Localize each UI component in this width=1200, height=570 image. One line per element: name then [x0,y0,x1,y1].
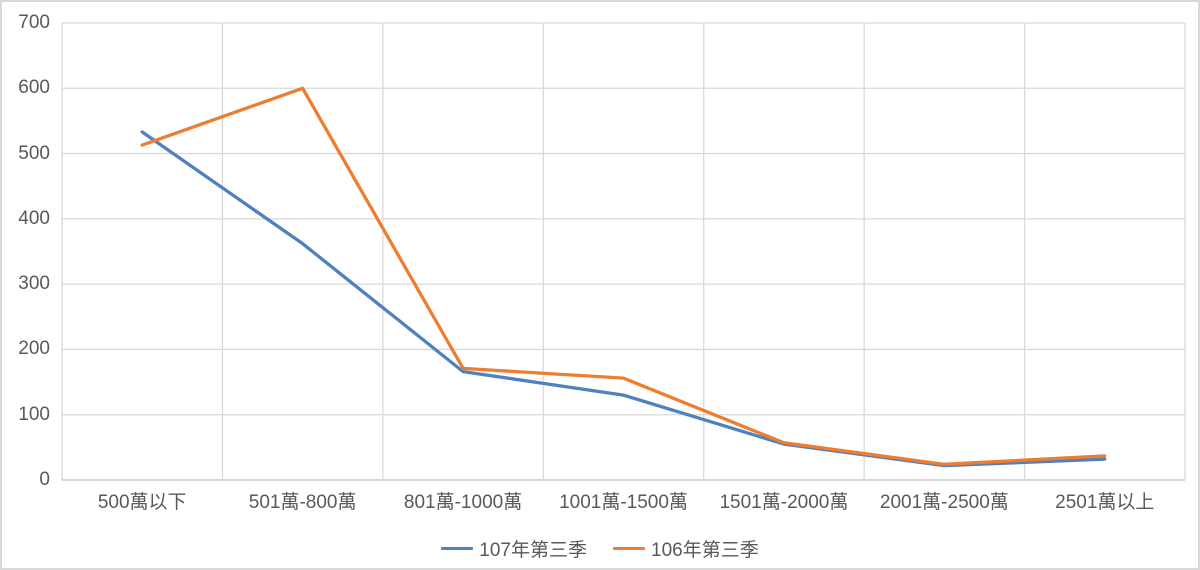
x-axis-category-label: 500萬以下 [97,492,187,513]
x-axis-category-label: 1001萬-1500萬 [559,492,688,513]
x-axis-category-label: 1501萬-2000萬 [719,492,849,513]
x-axis-category-label: 501萬-800萬 [248,492,357,513]
y-axis-tick-label: 200 [18,338,50,360]
y-axis-tick-label: 0 [39,469,50,490]
legend-item-106: 106年第三季 [613,535,759,562]
y-axis-tick-label: 700 [18,12,50,33]
series-line-107年第三季 [140,130,1107,468]
legend-label-107: 107年第三季 [479,540,587,561]
series-line-106年第三季 [140,86,1107,466]
x-axis-category-label: 2001萬-2500萬 [879,492,1009,513]
y-axis-tick-label: 100 [18,403,50,425]
y-axis-tick-label: 400 [18,207,50,229]
legend-item-107: 107年第三季 [441,535,587,562]
legend-line-swatch-107 [441,547,474,550]
legend-label-106: 106年第三季 [651,540,759,561]
legend: 107年第三季 106年第三季 [2,535,1198,562]
x-axis-category-label: 801萬-1000萬 [403,492,523,513]
y-axis-tick-label: 600 [18,77,50,99]
y-axis-tick-label: 300 [18,273,50,295]
legend-line-swatch-106 [613,547,645,550]
x-axis-category-label: 2501萬以上 [1055,492,1155,513]
y-axis-tick-label: 500 [18,142,50,164]
